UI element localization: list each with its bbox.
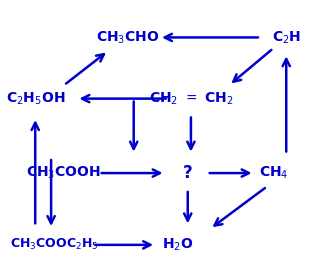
Text: CH$_3$COOH: CH$_3$COOH <box>26 165 101 181</box>
Text: CH$_2$ $=$ CH$_2$: CH$_2$ $=$ CH$_2$ <box>149 90 233 107</box>
Text: C$_2$H$_5$OH: C$_2$H$_5$OH <box>6 90 65 107</box>
Text: C$_2$H: C$_2$H <box>272 29 301 46</box>
Text: H$_2$O: H$_2$O <box>163 237 194 253</box>
Text: ?: ? <box>183 164 193 182</box>
Text: CH$_3$COOC$_2$H$_5$: CH$_3$COOC$_2$H$_5$ <box>10 237 99 252</box>
Text: CH$_3$CHO: CH$_3$CHO <box>96 29 159 46</box>
Text: CH$_4$: CH$_4$ <box>259 165 288 181</box>
